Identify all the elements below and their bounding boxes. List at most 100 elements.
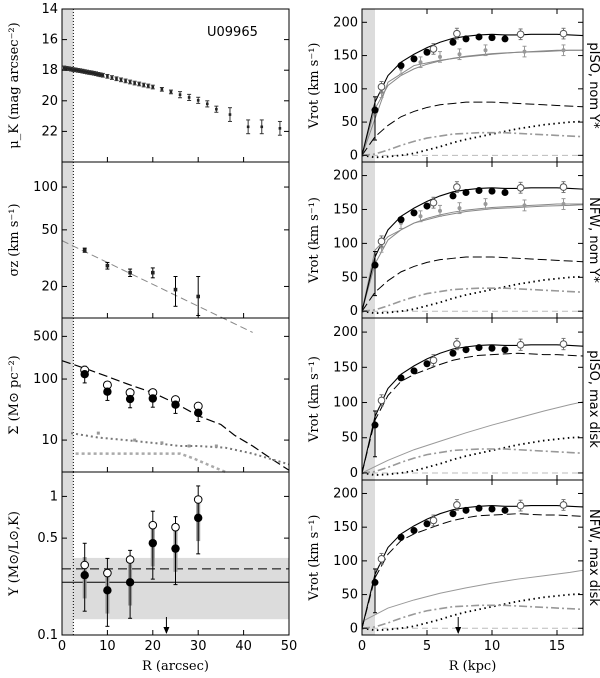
y-tick-label: 100 bbox=[333, 554, 358, 569]
y-tick-label: 1 bbox=[50, 489, 58, 504]
y-tick-label: 200 bbox=[333, 325, 358, 340]
panel-rotation-piso-max: 0 50 100 150 200 Vrot (km s⁻¹) pISO, max disk bbox=[307, 317, 600, 481]
y-axis-label: Υ (M⊙/L⊙,K) bbox=[7, 511, 22, 597]
shaded-inner-region bbox=[62, 318, 74, 472]
model-label: NFW, max disk bbox=[586, 509, 600, 606]
y-tick-label: 0.1 bbox=[37, 628, 58, 643]
grey-point bbox=[438, 208, 442, 213]
sb-point bbox=[101, 73, 105, 77]
sb-point bbox=[124, 79, 127, 83]
y-axis-label: Vrot (km s⁻¹) bbox=[307, 514, 322, 601]
sb-point bbox=[246, 125, 250, 129]
arrow-head bbox=[455, 627, 462, 634]
gas-component bbox=[361, 604, 584, 630]
x-tick-label: 20 bbox=[145, 639, 162, 654]
filled-point bbox=[462, 35, 470, 43]
sigma-filled-point bbox=[194, 408, 203, 417]
filled-point bbox=[475, 504, 483, 512]
y-tick-label: 150 bbox=[333, 520, 358, 535]
sb-point bbox=[215, 107, 218, 111]
y-axis-label: Vrot (km s⁻¹) bbox=[307, 42, 322, 129]
sb-point bbox=[67, 67, 71, 70]
filled-point bbox=[371, 261, 379, 269]
filled-point bbox=[501, 35, 509, 43]
filled-point bbox=[449, 38, 457, 46]
upsilon-filled-point bbox=[148, 538, 157, 548]
shaded-inner-region bbox=[362, 480, 375, 635]
filled-point bbox=[423, 48, 431, 56]
filled-point bbox=[410, 527, 418, 535]
panel-frame bbox=[61, 317, 290, 473]
panel-mass-to-light: 0.10.510 10 20 30 40 50Υ (M⊙/L⊙,K)R (arcsec) bbox=[7, 471, 298, 674]
x-tick-label: 10 bbox=[484, 639, 501, 654]
x-tick-label: 50 bbox=[281, 639, 298, 654]
sigma-gas-point bbox=[187, 444, 191, 448]
y-tick-label: 200 bbox=[333, 486, 358, 501]
panel-mass-surface-density: 10 100 500 Σ (M⊙ pc⁻²) bbox=[7, 317, 290, 474]
y-tick-label: 0 bbox=[350, 466, 358, 481]
sigma-gas-point bbox=[133, 438, 137, 442]
filled-point bbox=[449, 192, 457, 200]
y-tick-label: 100 bbox=[33, 180, 58, 195]
sb-point bbox=[137, 82, 141, 86]
filled-point bbox=[410, 367, 418, 375]
filled-point bbox=[488, 187, 496, 195]
upsilon-filled-point bbox=[171, 544, 180, 553]
galaxy-label: U09965 bbox=[207, 25, 258, 40]
y-tick-label: 50 bbox=[341, 115, 358, 130]
sigma-fit-line bbox=[61, 240, 253, 333]
open-point bbox=[429, 45, 438, 53]
filled-point bbox=[423, 360, 431, 368]
upsilon-filled-point bbox=[103, 586, 112, 595]
y-axis-label: Σ (M⊙ pc⁻²) bbox=[7, 355, 22, 434]
sigma-total-model bbox=[61, 360, 290, 471]
open-point bbox=[516, 183, 525, 192]
open-point bbox=[559, 29, 568, 38]
disk-component bbox=[361, 352, 584, 474]
grey-point bbox=[522, 49, 527, 54]
filled-point bbox=[475, 344, 483, 352]
dotted-component bbox=[361, 592, 584, 632]
open-point bbox=[559, 183, 568, 191]
total-fit-curve bbox=[361, 344, 584, 474]
filled-point bbox=[449, 349, 457, 357]
shaded-inner-region bbox=[62, 9, 74, 162]
x-tick-label: 0 bbox=[58, 639, 66, 654]
upsilon-open-point bbox=[148, 520, 158, 530]
grey-point bbox=[418, 214, 423, 219]
grey-point bbox=[438, 54, 442, 59]
y-tick-label: 0 bbox=[350, 621, 358, 636]
panel-frame bbox=[361, 8, 584, 163]
sigma-filled-point bbox=[125, 394, 135, 404]
grey-point bbox=[561, 48, 566, 53]
grey-point bbox=[418, 60, 423, 65]
shaded-inner-region bbox=[62, 162, 74, 318]
sb-point bbox=[87, 71, 91, 74]
total-fit-curve bbox=[361, 33, 584, 156]
filled-point bbox=[371, 106, 379, 114]
sigma-hi-curve bbox=[75, 452, 226, 474]
y-axis-label: Vrot (km s⁻¹) bbox=[307, 356, 322, 443]
filled-point bbox=[488, 505, 496, 513]
sigma-point bbox=[105, 263, 110, 268]
y-tick-label: 0.5 bbox=[37, 531, 58, 546]
open-point bbox=[453, 501, 461, 509]
sb-point bbox=[142, 83, 146, 87]
dotted-component bbox=[361, 275, 584, 315]
x-axis-label: R (arcsec) bbox=[142, 659, 209, 674]
sigma-filled-point bbox=[171, 400, 180, 409]
sb-point bbox=[146, 84, 150, 88]
total-grey-curve bbox=[361, 203, 583, 312]
open-point bbox=[429, 516, 438, 525]
y-tick-label: 100 bbox=[33, 372, 58, 387]
filled-point bbox=[423, 202, 431, 210]
y-tick-label: 50 bbox=[41, 223, 58, 238]
filled-point bbox=[488, 34, 496, 42]
y-tick-label: 10 bbox=[41, 433, 58, 448]
x-tick-label: 15 bbox=[549, 639, 566, 654]
sb-point bbox=[90, 71, 93, 75]
sigma-gas-point bbox=[96, 431, 100, 435]
